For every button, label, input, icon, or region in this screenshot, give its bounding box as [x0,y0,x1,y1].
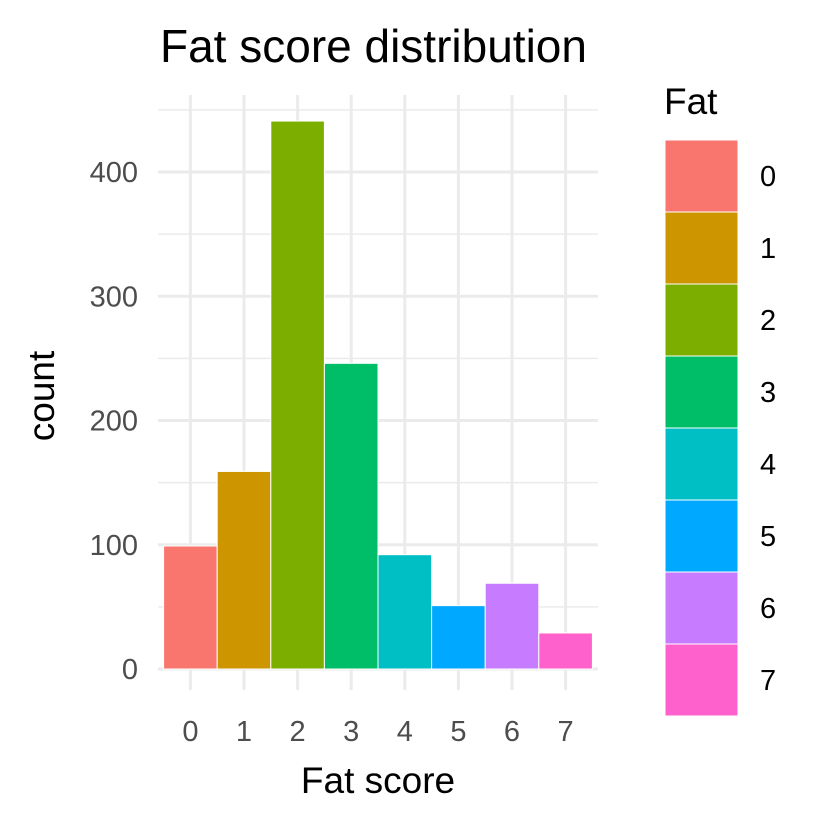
bar-1 [216,470,272,670]
legend-label: 3 [760,377,776,409]
x-tick-labels: 0 1 2 3 4 5 6 7 [182,716,573,748]
x-tick-label: 2 [290,716,306,748]
x-tick-label: 3 [343,716,359,748]
legend-label: 1 [760,233,776,265]
legend-key-6 [664,571,739,645]
bar-7 [538,632,593,670]
legend-key-2 [664,283,739,357]
legend-label: 0 [760,161,776,193]
legend-key-1 [664,211,739,285]
legend-label: 7 [760,665,776,697]
x-axis-title: Fat score [301,760,455,801]
legend-key-3 [664,355,739,429]
y-tick-label: 100 [90,530,138,562]
legend-key-0 [664,139,739,213]
y-tick-label: 0 [122,654,138,686]
bar-0 [163,545,218,670]
bar-2 [270,120,325,670]
x-tick-label: 0 [182,716,198,748]
legend-key-4 [664,427,739,501]
legend-label: 4 [760,449,776,481]
legend-title: Fat [664,81,718,122]
y-tick-label: 200 [90,406,138,438]
bars [163,120,593,670]
y-tick-label: 400 [90,157,138,189]
chart-title: Fat score distribution [160,20,587,72]
x-tick-label: 1 [236,716,252,748]
legend-key-5 [664,499,739,573]
legend-label: 6 [760,593,776,625]
y-tick-label: 300 [90,281,138,313]
bar-3 [323,362,379,670]
legend-label: 2 [760,305,776,337]
legend-label: 5 [760,521,776,553]
legend-key-7 [664,643,739,717]
legend: Fat 0 1 2 3 4 5 6 7 [664,81,776,717]
y-tick-labels: 0 100 200 300 400 [90,157,138,686]
x-tick-label: 5 [450,716,466,748]
bar-5 [431,605,486,670]
x-tick-label: 6 [504,716,520,748]
x-tick-label: 7 [558,716,574,748]
y-axis-title: count [21,350,62,441]
x-tick-label: 4 [397,716,413,748]
bar-6 [484,582,540,670]
bar-4 [377,554,433,670]
